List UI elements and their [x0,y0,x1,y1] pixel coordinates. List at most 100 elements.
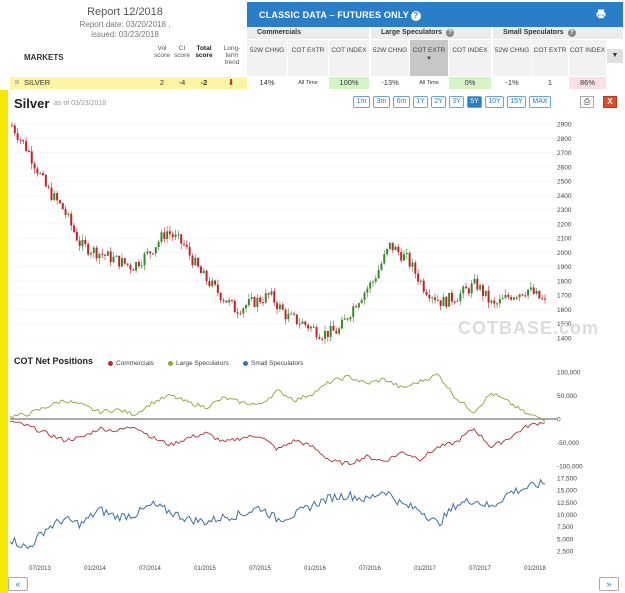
candle-body [118,255,121,267]
next-market-button[interactable]: » [599,577,619,591]
candle-body [456,301,459,303]
comm-cot-index: 100% [329,77,369,89]
candle-body [329,325,332,337]
candle-body [264,293,267,303]
candle-body [16,133,19,140]
legend-small-speculators[interactable]: Small Speculators [243,360,303,367]
report-issued: issued: 03/23/2018 [91,30,159,39]
candle-body [92,247,95,254]
candle-body [332,325,335,331]
candle-body [146,251,149,254]
ls-cot-index: 0% [449,77,491,89]
help-icon[interactable]: ? [446,29,455,37]
candle-body [346,318,349,320]
range-button-2y[interactable]: 2Y [431,96,446,108]
candle-body [298,323,301,325]
range-button-3y[interactable]: 3Y [449,96,464,108]
print-icon[interactable] [596,9,606,19]
candle-body [504,294,507,299]
candle-body [493,300,496,304]
candle-body [450,292,453,302]
candle-body [163,232,166,239]
candle-body [340,319,343,329]
ss-cot-index-header[interactable]: COT INDEX [569,40,606,76]
candle-body [400,252,403,261]
small-specs-ytick: 10,000 [557,512,577,519]
candle-body [140,265,143,267]
price-ytick: 2200 [557,221,572,228]
ss-52w-chng-header[interactable]: 52W CHNG [493,40,531,76]
candle-body [434,297,437,301]
candle-body [527,289,530,296]
candle-body [50,187,53,200]
help-icon[interactable]: ? [567,29,576,37]
close-chart-button[interactable]: X [603,96,617,108]
candle-body [408,253,411,267]
candle-body [386,248,389,255]
range-button-15y[interactable]: 15Y [507,96,526,108]
candle-body [47,186,50,188]
candle-body [544,298,546,300]
candle-body [174,234,177,238]
range-button-max[interactable]: MAX [529,96,551,108]
candle-body [512,297,515,300]
comm-52w-chng-header[interactable]: 52W CHNG [247,40,287,76]
expand-icon[interactable]: ⊞ [14,80,20,86]
comm-cot-extr-header[interactable]: COT EXTR [288,40,328,76]
candle-body [129,264,132,270]
candle-body [535,290,538,294]
small-specs-line [9,478,546,550]
ls-52w-chng-header[interactable]: 52W CHNG [371,40,409,76]
range-button-5y[interactable]: 5Y [467,96,482,108]
ls-cot-extr-header[interactable]: COT EXTR ▼ [410,40,448,76]
ls-cot-index-header[interactable]: COT INDEX [449,40,491,76]
cotbase-watermark: COTBASE.com [458,318,600,338]
candle-body [352,306,355,318]
range-button-6m[interactable]: 6m [393,96,410,108]
candle-body [470,283,473,294]
price-ytick: 2900 [557,122,572,129]
cot-ytick: 50,000 [557,393,577,400]
candle-body [394,246,397,251]
candle-body [487,290,490,303]
candle-body [216,284,219,293]
price-ytick: 2400 [557,193,572,200]
legend-commercials[interactable]: Commercials [108,360,154,367]
candle-body [374,278,377,282]
candle-body [507,294,510,298]
comm-cot-index-header[interactable]: COT INDEX [329,40,369,76]
prev-market-button[interactable]: « [8,577,28,591]
print-chart-icon[interactable]: ⎙ [580,96,594,108]
range-button-3m[interactable]: 3m [373,96,390,108]
range-button-1y[interactable]: 1Y [413,96,428,108]
candle-body [498,299,501,304]
table-row[interactable] [10,77,247,89]
market-name[interactable]: SILVER [24,78,51,87]
candle-body [84,239,87,244]
candle-body [284,309,287,320]
candle-body [185,244,188,247]
candle-body [343,318,346,320]
candle-body [197,257,200,267]
dropdown-arrow-icon[interactable]: ▼ [607,49,623,63]
comm-52w-chng: 14% [259,78,275,87]
range-button-10y[interactable]: 10Y [485,96,504,108]
legend-large-speculators[interactable]: Large Speculators [168,360,229,367]
long-term-trend-header: Long-term trend [223,45,241,66]
help-icon[interactable]: ? [410,11,421,21]
candle-body [411,262,414,267]
total-score-header: Total score [195,45,213,59]
price-ytick: 1800 [557,278,572,285]
candle-body [281,304,284,310]
range-button-1m[interactable]: 1m [353,96,370,108]
cot-ytick: -100,000 [557,464,583,471]
candle-body [419,280,422,282]
candle-body [89,253,92,255]
ls-52w-chng: -13% [381,78,399,87]
cot-line-large-speculators [9,373,546,422]
candle-body [462,286,465,294]
ss-cot-extr-header[interactable]: COT EXTR [532,40,568,76]
candle-body [324,330,327,339]
price-ytick: 2100 [557,236,572,243]
